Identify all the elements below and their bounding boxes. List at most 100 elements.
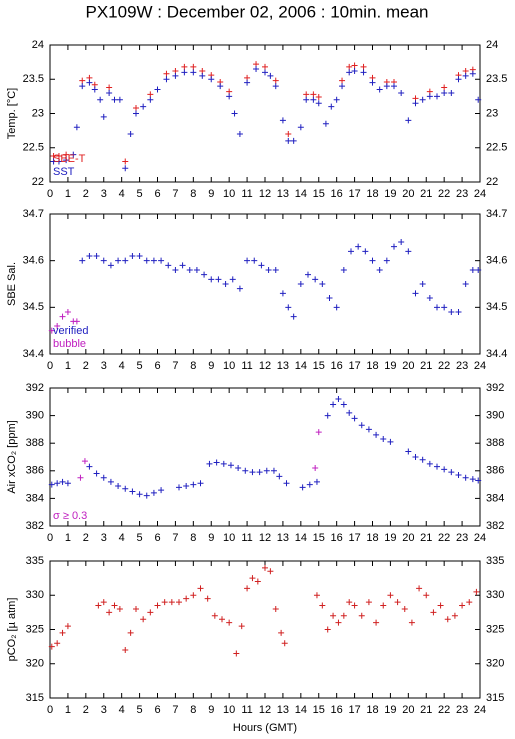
x-tick-label: 14 — [295, 188, 307, 200]
data-point — [262, 564, 268, 571]
x-tick-label: 2 — [83, 704, 89, 716]
x-tick-label: 17 — [348, 532, 360, 544]
x-tick-label: 11 — [241, 360, 252, 372]
x-tick-label: 10 — [223, 360, 235, 372]
plot-frame — [49, 213, 481, 355]
data-point — [279, 290, 286, 297]
x-tick-label: 22 — [438, 532, 450, 544]
data-point — [79, 77, 86, 84]
data-point — [319, 602, 326, 609]
y-tick-label: 24 — [32, 39, 44, 51]
y-tick-label-right: 34.5 — [486, 301, 507, 313]
data-point — [283, 480, 290, 487]
y-tick-label: 390 — [26, 410, 44, 422]
y-tick-label-right: 34.6 — [486, 255, 507, 267]
data-point — [475, 267, 482, 273]
x-tick-label: 14 — [295, 532, 307, 544]
x-tick-label: 1 — [65, 188, 71, 200]
x-tick-label: 13 — [277, 188, 289, 200]
data-point — [181, 63, 188, 70]
data-point — [272, 605, 279, 612]
data-point — [63, 157, 70, 164]
data-point — [116, 605, 123, 612]
x-tick-label: 12 — [259, 360, 271, 372]
data-point — [312, 465, 319, 472]
data-point — [59, 478, 66, 485]
x-tick-label: 17 — [348, 188, 360, 200]
data-point — [97, 96, 104, 103]
y-tick-label-right: 386 — [486, 465, 504, 477]
data-point — [297, 281, 304, 287]
x-tick-label: 8 — [190, 188, 196, 200]
data-point — [299, 484, 306, 491]
x-tick-label: 20 — [402, 532, 414, 544]
data-point — [50, 158, 57, 165]
data-point — [122, 257, 129, 264]
data-point — [373, 619, 380, 626]
data-point — [335, 396, 342, 403]
data-point — [380, 436, 387, 443]
data-point — [391, 83, 397, 90]
data-point — [127, 131, 134, 138]
y-tick-label: 22.5 — [23, 142, 44, 154]
y-tick-label: 34.7 — [23, 208, 44, 220]
x-tick-label: 7 — [172, 360, 178, 372]
x-tick-label: 23 — [456, 532, 468, 544]
data-point — [451, 612, 458, 619]
data-point — [147, 91, 154, 98]
data-point — [172, 267, 179, 273]
data-point — [77, 474, 84, 481]
x-tick-label: 3 — [101, 704, 107, 716]
y-axis-label: SBE Sal. — [6, 262, 18, 306]
x-tick-label: 2 — [83, 188, 89, 200]
x-tick-label: 20 — [402, 360, 414, 372]
x-tick-label: 1 — [65, 360, 71, 372]
x-tick-label: 24 — [474, 360, 486, 372]
data-point — [244, 79, 251, 86]
data-point — [211, 612, 218, 619]
data-point — [419, 456, 426, 463]
x-tick-label: 4 — [119, 188, 125, 200]
x-tick-label: 15 — [313, 360, 325, 372]
data-point — [475, 96, 482, 103]
data-point — [448, 309, 455, 315]
data-point — [394, 599, 401, 606]
data-point — [346, 599, 353, 606]
data-point — [351, 62, 358, 69]
x-tick-label: 9 — [208, 704, 214, 716]
x-tick-label: 6 — [154, 188, 160, 200]
x-tick-label: 24 — [474, 704, 486, 716]
data-point — [469, 70, 476, 77]
data-point — [136, 253, 143, 259]
y-tick-label-right: 23 — [486, 107, 498, 119]
x-tick-label: 22 — [438, 360, 450, 372]
x-tick-label: 10 — [223, 704, 235, 716]
data-point — [158, 487, 165, 494]
data-point — [469, 476, 476, 483]
data-point — [330, 401, 337, 408]
legend-entry: SBE-T — [53, 153, 86, 165]
x-tick-label: 4 — [119, 360, 125, 372]
y-tick-label: 330 — [26, 589, 44, 601]
x-tick-label: 18 — [366, 704, 378, 716]
data-point — [401, 605, 408, 612]
data-point — [326, 295, 333, 301]
data-point — [63, 151, 70, 158]
data-point — [213, 459, 220, 466]
data-point — [106, 84, 113, 91]
y-tick-label: 382 — [26, 520, 44, 532]
data-point — [48, 643, 55, 650]
data-point — [183, 482, 190, 489]
data-point — [55, 158, 62, 165]
data-point — [462, 474, 469, 481]
data-point — [249, 469, 256, 476]
x-tick-label: 24 — [474, 532, 486, 544]
data-point — [351, 415, 358, 422]
x-tick-label: 5 — [137, 532, 143, 544]
data-point — [383, 257, 390, 264]
data-point — [441, 304, 448, 311]
data-point — [86, 253, 93, 259]
data-point — [412, 290, 419, 297]
data-point — [319, 281, 326, 287]
